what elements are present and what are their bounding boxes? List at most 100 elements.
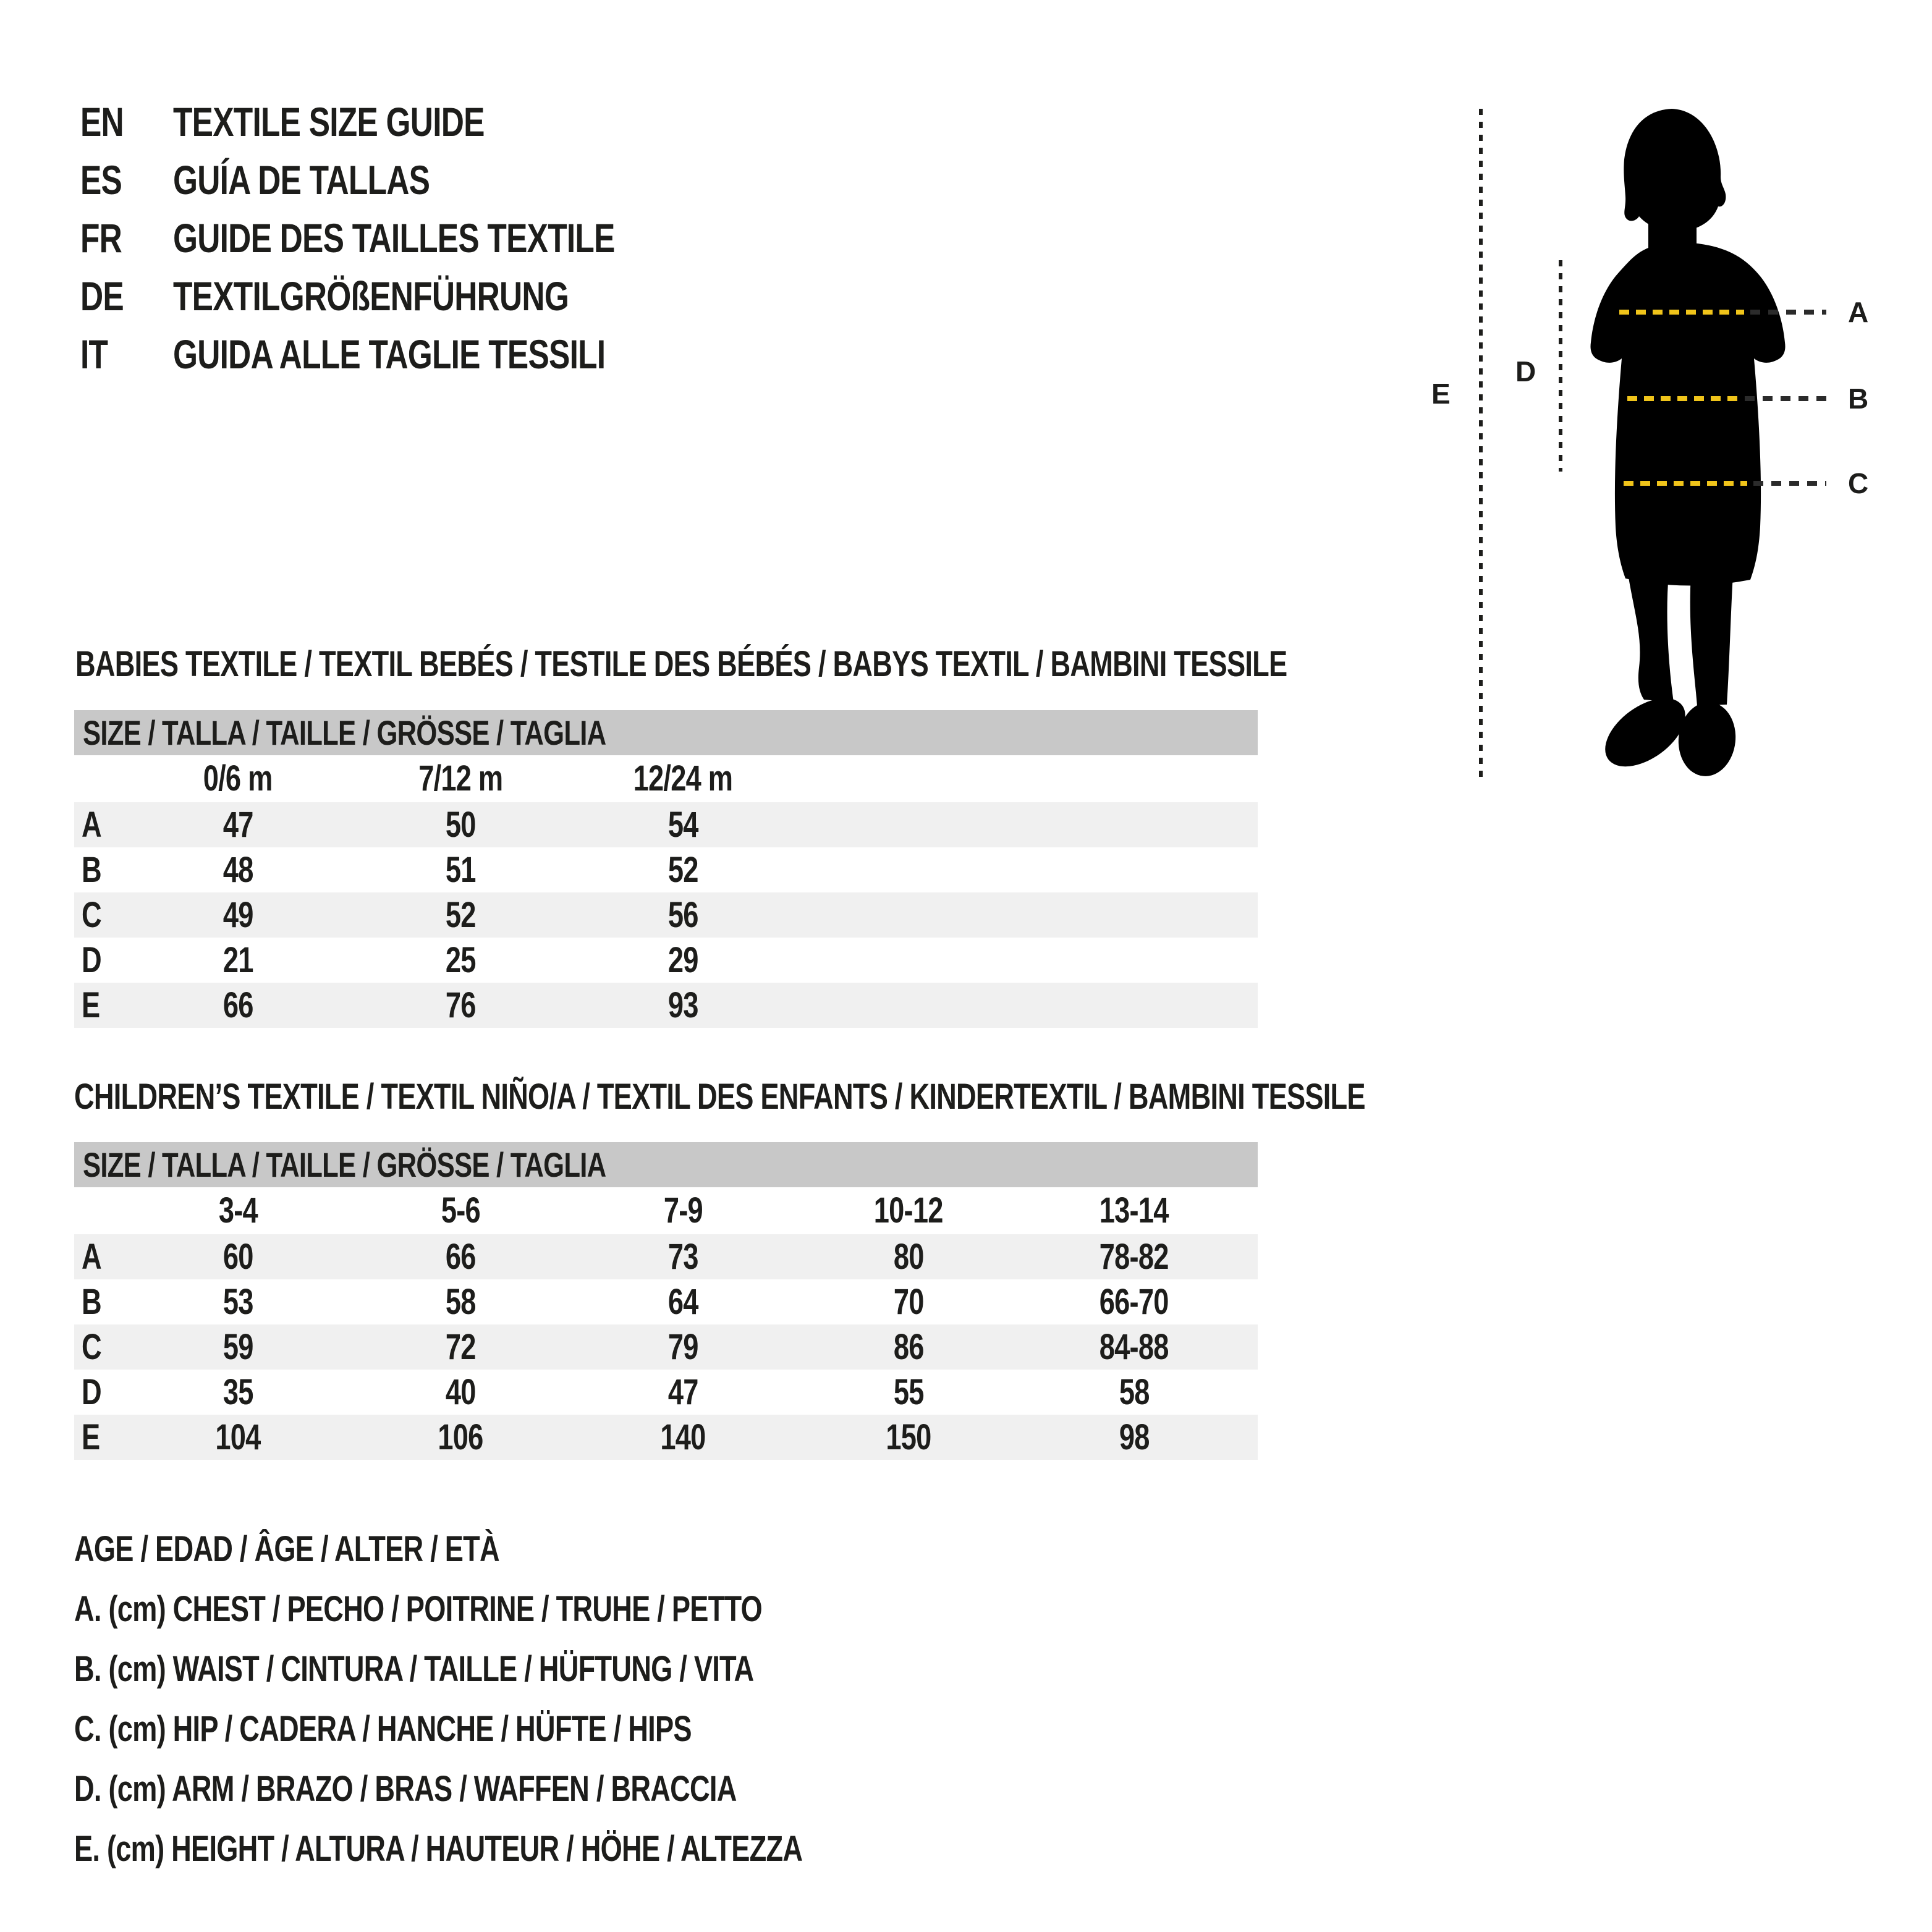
babies-row-label: D	[82, 938, 107, 983]
babies-cell-text: 52	[445, 895, 477, 935]
babies-cell-text: 76	[445, 985, 477, 1025]
babies-cell: 93	[603, 983, 763, 1028]
babies-cell: 76	[380, 983, 541, 1028]
children-column-header-text: 10-12	[874, 1190, 944, 1231]
children-cell-text: 35	[222, 1372, 254, 1412]
children-cell: 78-82	[1054, 1234, 1214, 1279]
babies-heading-text: BABIES TEXTILE / TEXTIL BEBÉS / TESTILE …	[75, 644, 1287, 684]
children-row-e: E 104 106 140 150 98	[74, 1415, 1258, 1460]
babies-size-table: SIZE / TALLA / TAILLE / GRÖSSE / TAGLIA …	[74, 710, 1258, 1028]
babies-cell: 50	[380, 802, 541, 847]
legend-item-e-text: E. (cm) HEIGHT / ALTURA / HAUTEUR / HÖHE…	[74, 1829, 803, 1869]
children-cell-text: 64	[667, 1282, 699, 1322]
children-cell: 80	[828, 1234, 989, 1279]
children-cell: 106	[380, 1415, 541, 1460]
children-cell-text: 86	[893, 1327, 925, 1367]
babies-cell: 66	[158, 983, 318, 1028]
language-code-text: DE	[80, 273, 124, 319]
babies-row-label-text: C	[82, 895, 102, 935]
chest-label: A	[1848, 296, 1869, 328]
babies-cell: 52	[603, 847, 763, 892]
children-column-header-text: 13-14	[1099, 1190, 1169, 1231]
language-title-text: GUIDE DES TAILLES TEXTILE	[173, 215, 615, 261]
children-cell-text: 98	[1119, 1417, 1150, 1457]
language-row-en: EN TEXTILE SIZE GUIDE	[80, 93, 1069, 151]
child-silhouette-icon	[1590, 109, 1786, 776]
legend-items: A. (cm) CHEST / PECHO / POITRINE / TRUHE…	[74, 1579, 1125, 1879]
children-cell-text: 60	[222, 1237, 254, 1277]
children-cell: 47	[603, 1370, 763, 1415]
children-cell-text: 106	[438, 1417, 483, 1457]
babies-row-b: B 48 51 52	[74, 847, 1258, 892]
hip-label: C	[1848, 467, 1869, 499]
children-cell-text: 78-82	[1099, 1237, 1169, 1277]
waist-label: B	[1848, 383, 1869, 415]
babies-cell: 51	[380, 847, 541, 892]
children-cell: 72	[380, 1324, 541, 1370]
children-row-label-text: B	[82, 1282, 102, 1322]
children-column-header: 5-6	[380, 1187, 541, 1234]
children-cell-text: 59	[222, 1327, 254, 1367]
babies-cell-text: 29	[667, 940, 699, 980]
children-cell-text: 53	[222, 1282, 254, 1322]
legend-title-line: AGE / EDAD / ÂGE / ALTER / ETÀ	[74, 1519, 1125, 1579]
children-cell-text: 84-88	[1099, 1327, 1169, 1367]
babies-cell-text: 66	[222, 985, 254, 1025]
babies-row-label-text: B	[82, 850, 102, 890]
babies-column-header: 12/24 m	[603, 755, 763, 802]
children-cell-text: 140	[660, 1417, 706, 1457]
language-row-de: DE TEXTILGRÖßENFÜHRUNG	[80, 267, 1069, 325]
children-cell: 53	[158, 1279, 318, 1324]
language-title: GUÍA DE TALLAS	[173, 151, 502, 209]
children-row-label-text: A	[82, 1237, 102, 1277]
language-title: GUIDE DES TAILLES TEXTILE	[173, 209, 739, 267]
babies-cell-text: 48	[222, 850, 254, 890]
children-cell: 104	[158, 1415, 318, 1460]
children-cell: 150	[828, 1415, 989, 1460]
legend-title-text: AGE / EDAD / ÂGE / ALTER / ETÀ	[74, 1529, 500, 1569]
language-code: FR	[80, 209, 133, 267]
children-cell-text: 66-70	[1099, 1282, 1169, 1322]
children-cell: 55	[828, 1370, 989, 1415]
language-title-text: TEXTILGRÖßENFÜHRUNG	[173, 273, 569, 319]
arm-label: D	[1515, 355, 1536, 388]
children-cell-text: 47	[667, 1372, 699, 1412]
language-title: GUIDA ALLE TAGLIE TESSILI	[173, 325, 727, 383]
children-cell: 66	[380, 1234, 541, 1279]
babies-row-c: C 49 52 56	[74, 892, 1258, 938]
language-code-text: ES	[80, 157, 122, 203]
children-column-header-text: 5-6	[441, 1190, 480, 1231]
language-title-text: TEXTILE SIZE GUIDE	[173, 99, 485, 145]
legend-item-b: B. (cm) WAIST / CINTURA / TAILLE / HÜFTU…	[74, 1639, 1125, 1699]
legend-item-b-text: B. (cm) WAIST / CINTURA / TAILLE / HÜFTU…	[74, 1649, 754, 1689]
children-cell: 59	[158, 1324, 318, 1370]
children-cell-text: 70	[893, 1282, 925, 1322]
legend-item-c-text: C. (cm) HIP / CADERA / HANCHE / HÜFTE / …	[74, 1709, 692, 1749]
legend-item-c: C. (cm) HIP / CADERA / HANCHE / HÜFTE / …	[74, 1699, 1125, 1759]
babies-column-header-row: 0/6 m 7/12 m 12/24 m	[74, 755, 1258, 802]
babies-cell: 25	[380, 938, 541, 983]
children-cell-text: 79	[667, 1327, 699, 1367]
children-cell-text: 73	[667, 1237, 699, 1277]
children-cell-text: 80	[893, 1237, 925, 1277]
babies-cell-text: 52	[667, 850, 699, 890]
children-row-a: A 60 66 73 80 78-82	[74, 1234, 1258, 1279]
babies-section-heading: BABIES TEXTILE / TEXTIL BEBÉS / TESTILE …	[75, 644, 1629, 685]
children-cell-text: 66	[445, 1237, 477, 1277]
language-row-es: ES GUÍA DE TALLAS	[80, 151, 1069, 209]
babies-row-e: E 66 76 93	[74, 983, 1258, 1028]
children-column-header: 13-14	[1054, 1187, 1214, 1234]
babies-cell-text: 47	[222, 805, 254, 845]
children-row-label: D	[82, 1370, 107, 1415]
children-cell-text: 58	[445, 1282, 477, 1322]
babies-cell: 47	[158, 802, 318, 847]
children-cell: 60	[158, 1234, 318, 1279]
children-cell-text: 150	[886, 1417, 931, 1457]
babies-row-label: E	[82, 983, 105, 1028]
babies-row-a: A 47 50 54	[74, 802, 1258, 847]
babies-size-header-bar: SIZE / TALLA / TAILLE / GRÖSSE / TAGLIA	[74, 710, 1258, 755]
children-column-header-text: 7-9	[663, 1190, 703, 1231]
language-code-text: EN	[80, 99, 124, 145]
children-row-c: C 59 72 79 86 84-88	[74, 1324, 1258, 1370]
language-code: IT	[80, 325, 116, 383]
